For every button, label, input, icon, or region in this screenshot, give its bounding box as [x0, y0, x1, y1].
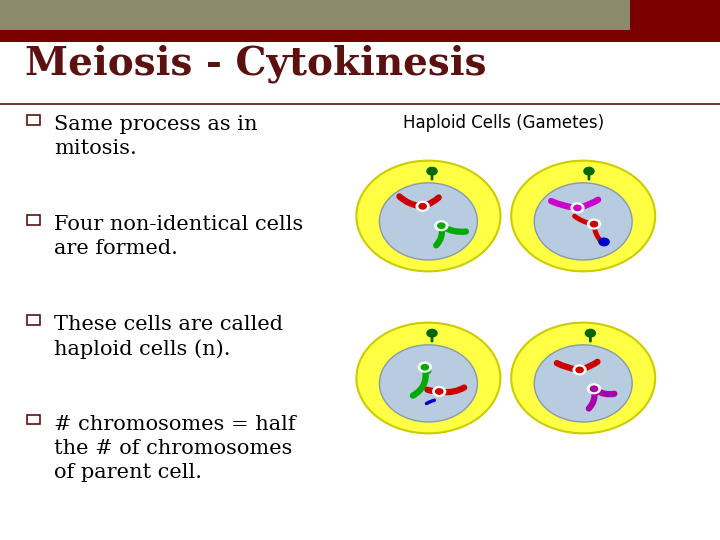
Bar — [27, 415, 40, 424]
Circle shape — [438, 223, 445, 228]
Circle shape — [436, 389, 443, 394]
Bar — [27, 215, 40, 225]
Circle shape — [585, 329, 595, 337]
Circle shape — [588, 384, 600, 394]
Ellipse shape — [534, 345, 632, 422]
Text: Four non-identical cells
are formed.: Four non-identical cells are formed. — [54, 215, 303, 258]
Circle shape — [599, 238, 609, 246]
Bar — [0, 30, 720, 42]
Circle shape — [588, 219, 600, 229]
Text: These cells are called
haploid cells (n).: These cells are called haploid cells (n)… — [54, 315, 283, 359]
Ellipse shape — [534, 183, 632, 260]
Text: # chromosomes = half
the # of chromosomes
of parent cell.: # chromosomes = half the # of chromosome… — [54, 415, 296, 482]
Text: Meiosis - Cytokinesis: Meiosis - Cytokinesis — [25, 44, 487, 83]
Ellipse shape — [379, 183, 477, 260]
Circle shape — [418, 362, 431, 372]
Circle shape — [584, 167, 594, 175]
Ellipse shape — [511, 322, 655, 433]
Circle shape — [419, 204, 426, 209]
Ellipse shape — [379, 345, 477, 422]
Circle shape — [573, 365, 586, 375]
Ellipse shape — [356, 160, 500, 271]
Text: Same process as in
mitosis.: Same process as in mitosis. — [54, 115, 258, 158]
Circle shape — [416, 201, 429, 211]
Circle shape — [574, 205, 581, 211]
Circle shape — [427, 329, 437, 337]
Circle shape — [427, 167, 437, 175]
Circle shape — [421, 364, 428, 370]
Bar — [630, 0, 720, 30]
Ellipse shape — [511, 160, 655, 271]
Circle shape — [433, 387, 446, 396]
Circle shape — [590, 386, 598, 391]
Bar — [27, 315, 40, 325]
Bar — [0, 0, 630, 30]
Circle shape — [576, 367, 583, 373]
Circle shape — [571, 203, 584, 213]
Ellipse shape — [356, 322, 500, 433]
Text: Haploid Cells (Gametes): Haploid Cells (Gametes) — [403, 114, 605, 132]
Circle shape — [435, 221, 448, 231]
Circle shape — [590, 221, 598, 227]
Bar — [27, 115, 40, 125]
